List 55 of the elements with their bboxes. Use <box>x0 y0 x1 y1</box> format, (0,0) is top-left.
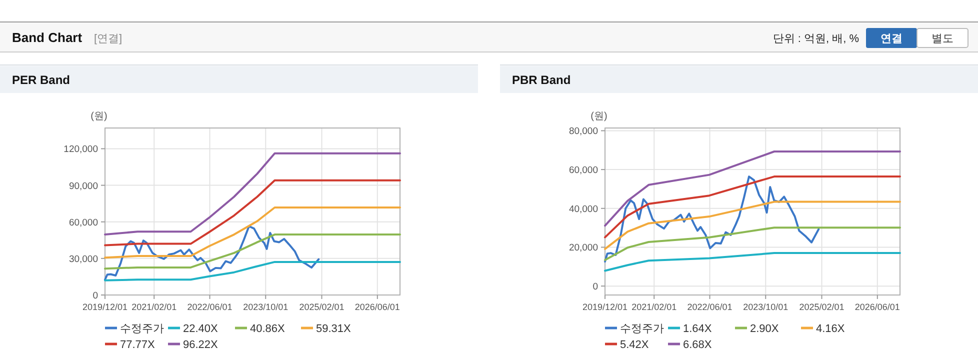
x-tick-label: 2023/10/01 <box>243 302 288 312</box>
legend-label: 22.40X <box>183 323 219 335</box>
line-series <box>604 200 901 250</box>
x-tick-label: 2026/06/01 <box>854 302 900 312</box>
legend-label: 5.42X <box>620 339 650 351</box>
line-series <box>604 176 901 238</box>
x-tick-label: 2021/02/01 <box>632 302 677 312</box>
y-tick-label: 40,000 <box>568 204 598 215</box>
line-series <box>604 176 820 263</box>
y-tick-label: 60,000 <box>568 165 598 176</box>
y-tick-label: 0 <box>592 282 598 293</box>
chart-title: PBR Band <box>512 73 571 87</box>
text: 단위 : 억원, 배, % <box>772 33 860 45</box>
legend-label: 59.31X <box>316 323 352 335</box>
text: 별도 <box>932 33 954 45</box>
text: 연결 <box>880 33 902 45</box>
y-tick-label: 90,000 <box>68 180 98 192</box>
x-tick-label: 2022/06/01 <box>187 302 232 312</box>
line-series <box>104 260 401 282</box>
x-tick-label: 2026/06/01 <box>354 302 400 312</box>
y-axis-title: (원) <box>590 111 608 122</box>
x-tick-label: 2019/12/01 <box>582 302 628 312</box>
text: Band Chart <box>12 30 83 45</box>
y-axis-title: (원) <box>90 111 108 122</box>
x-tick-label: 2025/02/01 <box>799 302 844 312</box>
line-series <box>104 152 401 236</box>
legend-label: 수정주가 <box>120 323 164 335</box>
chart-title: PER Band <box>12 73 70 87</box>
legend-label: 1.64X <box>683 323 712 335</box>
line-series <box>604 150 901 227</box>
legend-label: 40.86X <box>250 323 286 335</box>
x-tick-label: 2021/02/01 <box>132 302 177 312</box>
line-series <box>104 234 401 270</box>
y-tick-label: 60,000 <box>68 217 98 228</box>
legend-label: 96.22X <box>183 339 219 351</box>
line-series <box>604 226 901 262</box>
legend-label: 77.77X <box>120 339 156 351</box>
x-tick-label: 2023/10/01 <box>743 302 788 312</box>
text: [연결] <box>94 33 122 45</box>
line-series <box>104 179 401 246</box>
y-tick-label: 80,000 <box>568 126 598 138</box>
legend-label: 2.90X <box>750 323 780 335</box>
legend-label: 수정주가 <box>620 323 664 335</box>
x-tick-label: 2022/06/01 <box>687 302 732 312</box>
line-series <box>104 206 401 259</box>
y-tick-label: 20,000 <box>568 242 598 254</box>
y-tick-label: 30,000 <box>68 254 98 265</box>
legend-label: 4.16X <box>816 323 846 335</box>
line-series <box>604 252 901 272</box>
legend-label: 6.68X <box>683 339 712 351</box>
x-tick-label: 2025/02/01 <box>299 302 344 312</box>
x-tick-label: 2019/12/01 <box>82 302 128 312</box>
line-series <box>104 225 320 281</box>
y-tick-label: 0 <box>92 290 98 302</box>
y-tick-label: 120,000 <box>64 144 98 156</box>
